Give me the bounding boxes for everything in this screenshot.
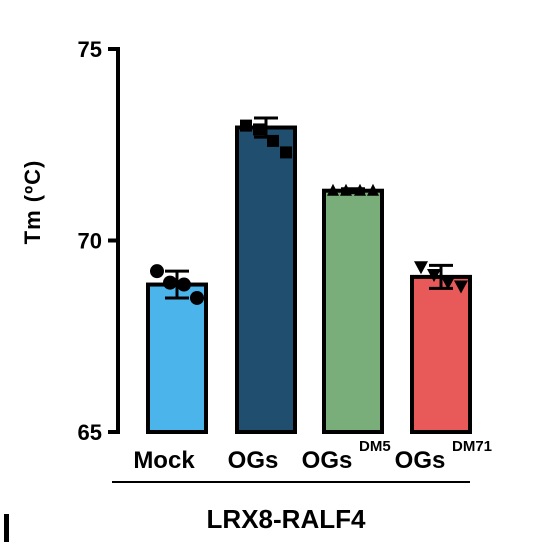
- y-tick-label: 70: [78, 229, 102, 254]
- bars: [146, 125, 472, 435]
- data-point: [414, 261, 428, 275]
- y-ticks: 65 70 75: [78, 37, 118, 445]
- data-point: [454, 280, 468, 294]
- y-tick-label: 75: [78, 37, 102, 62]
- data-point: [267, 134, 279, 147]
- x-category-superscript: DM5: [359, 438, 391, 455]
- data-points: [150, 119, 468, 305]
- bar: [410, 274, 472, 435]
- x-category-label: OGs: [228, 447, 279, 474]
- data-point: [150, 264, 164, 279]
- data-point: [327, 183, 339, 196]
- y-axis-label: Tm (ºC): [20, 160, 45, 245]
- bar: [322, 188, 384, 434]
- bar: [235, 125, 297, 434]
- data-point: [240, 119, 252, 132]
- data-point: [253, 123, 265, 136]
- x-category-label: Mock: [133, 447, 195, 474]
- data-point: [280, 146, 292, 159]
- group-label: LRX8-RALF4: [207, 504, 366, 534]
- data-point: [190, 290, 204, 305]
- x-category-superscript: DM71: [452, 438, 492, 455]
- data-point: [340, 183, 352, 196]
- data-point: [177, 277, 191, 292]
- x-category-label: OGs: [302, 447, 353, 474]
- error-bar: [429, 263, 453, 290]
- data-point: [354, 183, 366, 196]
- error-bars: [165, 116, 453, 300]
- y-tick-label: 65: [78, 420, 102, 445]
- data-point: [441, 276, 455, 290]
- x-category-label: OGs: [395, 447, 446, 474]
- data-point: [367, 183, 379, 196]
- panel-letter-fragment: [4, 514, 9, 542]
- bar: [146, 282, 208, 435]
- data-point: [163, 275, 177, 290]
- data-point: [427, 268, 441, 282]
